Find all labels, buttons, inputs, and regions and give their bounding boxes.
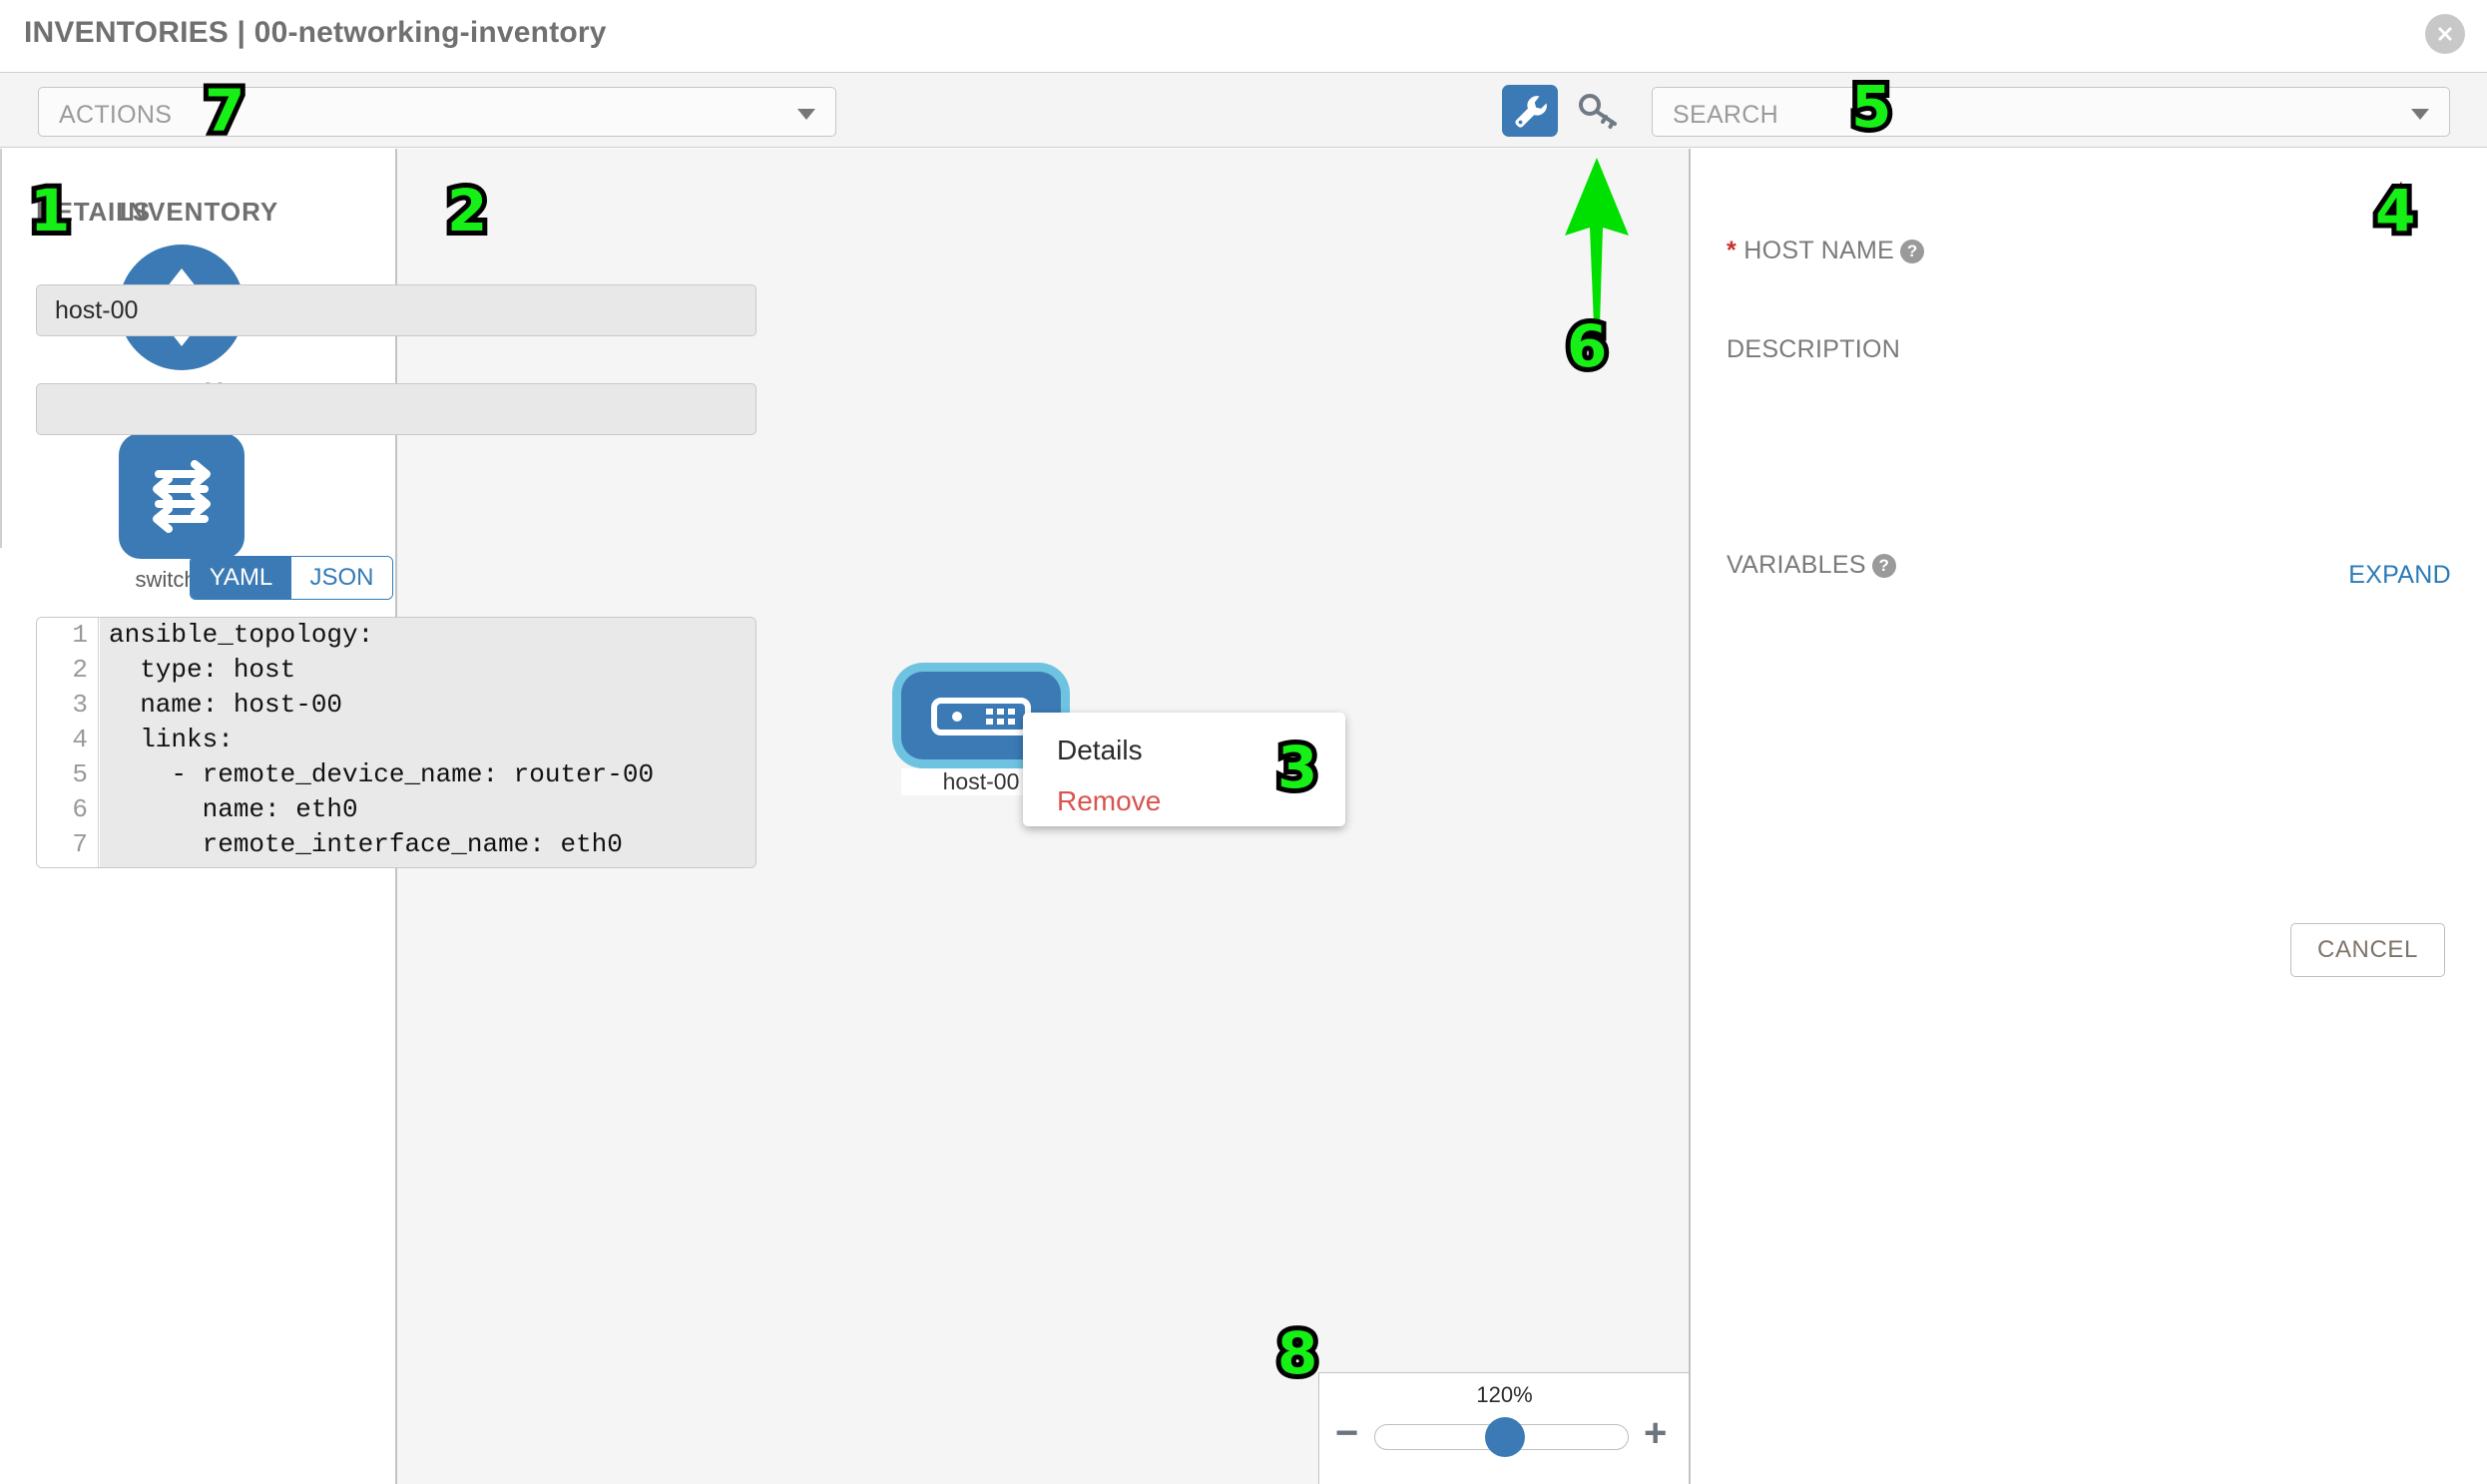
page-title: INVENTORIES | 00-networking-inventory: [24, 16, 607, 49]
search-input[interactable]: SEARCH: [1652, 87, 2450, 137]
code-line-number: 4: [72, 725, 88, 754]
code-line-number: 3: [72, 690, 88, 720]
code-line-text: name: host-00: [109, 690, 343, 720]
code-line-text: - remote_device_name: router-00: [109, 759, 655, 789]
host-name-label: * HOST NAME?: [1727, 237, 1925, 265]
code-line-number: 1: [72, 620, 88, 650]
close-glyph: [2438, 27, 2452, 41]
server-icon: [931, 698, 1031, 741]
context-menu-remove[interactable]: Remove: [1057, 785, 1162, 816]
zoom-slider-thumb[interactable]: [1485, 1417, 1525, 1457]
code-line-text: ansible_topology:: [109, 620, 374, 650]
toolbar: ACTIONS SEARCH: [0, 72, 2487, 148]
zoom-in-button[interactable]: +: [1644, 1411, 1668, 1455]
inventory-left-border: [0, 149, 2, 548]
host-name-field[interactable]: host-00: [36, 284, 756, 336]
zoom-out-button[interactable]: −: [1335, 1411, 1359, 1455]
description-label: DESCRIPTION: [1727, 335, 1901, 363]
code-line-numbers: 1 2 3 4 5 6 7: [37, 618, 99, 867]
switch-icon: [119, 433, 245, 559]
expand-variables-link[interactable]: EXPAND: [2348, 561, 2451, 589]
variables-code-editor[interactable]: 1 2 3 4 5 6 7 ansible_topology: type: host nam…: [36, 617, 756, 868]
variables-label: VARIABLES?: [1727, 551, 1896, 580]
code-content[interactable]: ansible_topology: type: host name: host-…: [100, 618, 755, 867]
required-marker: *: [1727, 237, 1738, 264]
details-panel-title: DETAILS: [36, 197, 151, 227]
host-name-label-text: HOST NAME: [1743, 237, 1895, 264]
zoom-percent-label: 120%: [1476, 1382, 1533, 1407]
inventory-item-switch-00[interactable]: switch-00: [119, 433, 245, 592]
key-icon[interactable]: [1575, 90, 1621, 132]
code-line-number: 5: [72, 759, 88, 789]
variables-format-toggle: YAML JSON: [190, 556, 393, 600]
search-placeholder: SEARCH: [1673, 101, 1778, 129]
help-icon[interactable]: ?: [1900, 240, 1925, 263]
window-titlebar: INVENTORIES | 00-networking-inventory: [0, 0, 2487, 72]
chevron-down-icon: [797, 109, 815, 120]
code-line-text: type: host: [109, 655, 296, 685]
context-menu-details[interactable]: Details: [1057, 735, 1143, 765]
details-panel: [1691, 149, 2487, 1484]
code-line-text: remote_interface_name: eth0: [109, 829, 623, 859]
code-line-number: 7: [72, 829, 88, 859]
code-line-number: 2: [72, 655, 88, 685]
code-line-number: 6: [72, 794, 88, 824]
code-line-text: name: eth0: [109, 794, 358, 824]
close-icon[interactable]: [2425, 14, 2465, 54]
server-glyph: [931, 698, 1031, 736]
cancel-button[interactable]: CANCEL: [2290, 923, 2445, 977]
format-toggle-json[interactable]: JSON: [291, 557, 392, 599]
zoom-control: 120% − +: [1318, 1372, 1689, 1484]
actions-dropdown-label: ACTIONS: [59, 101, 173, 129]
wrench-icon[interactable]: [1502, 85, 1558, 137]
variables-label-text: VARIABLES: [1727, 551, 1866, 579]
node-context-menu: Details Remove: [1023, 713, 1345, 826]
key-glyph: [1579, 94, 1617, 129]
inventory-panel-title: INVENTORY: [120, 197, 279, 227]
canvas-right-border: [1689, 149, 1691, 1484]
actions-dropdown[interactable]: ACTIONS: [38, 87, 836, 137]
chevron-down-icon: [2411, 109, 2429, 120]
code-line-text: links:: [109, 725, 234, 754]
switch-glyph: [153, 460, 211, 533]
wrench-glyph: [1515, 96, 1547, 128]
help-icon[interactable]: ?: [1871, 554, 1896, 578]
format-toggle-yaml[interactable]: YAML: [191, 557, 291, 599]
description-field[interactable]: [36, 383, 756, 435]
